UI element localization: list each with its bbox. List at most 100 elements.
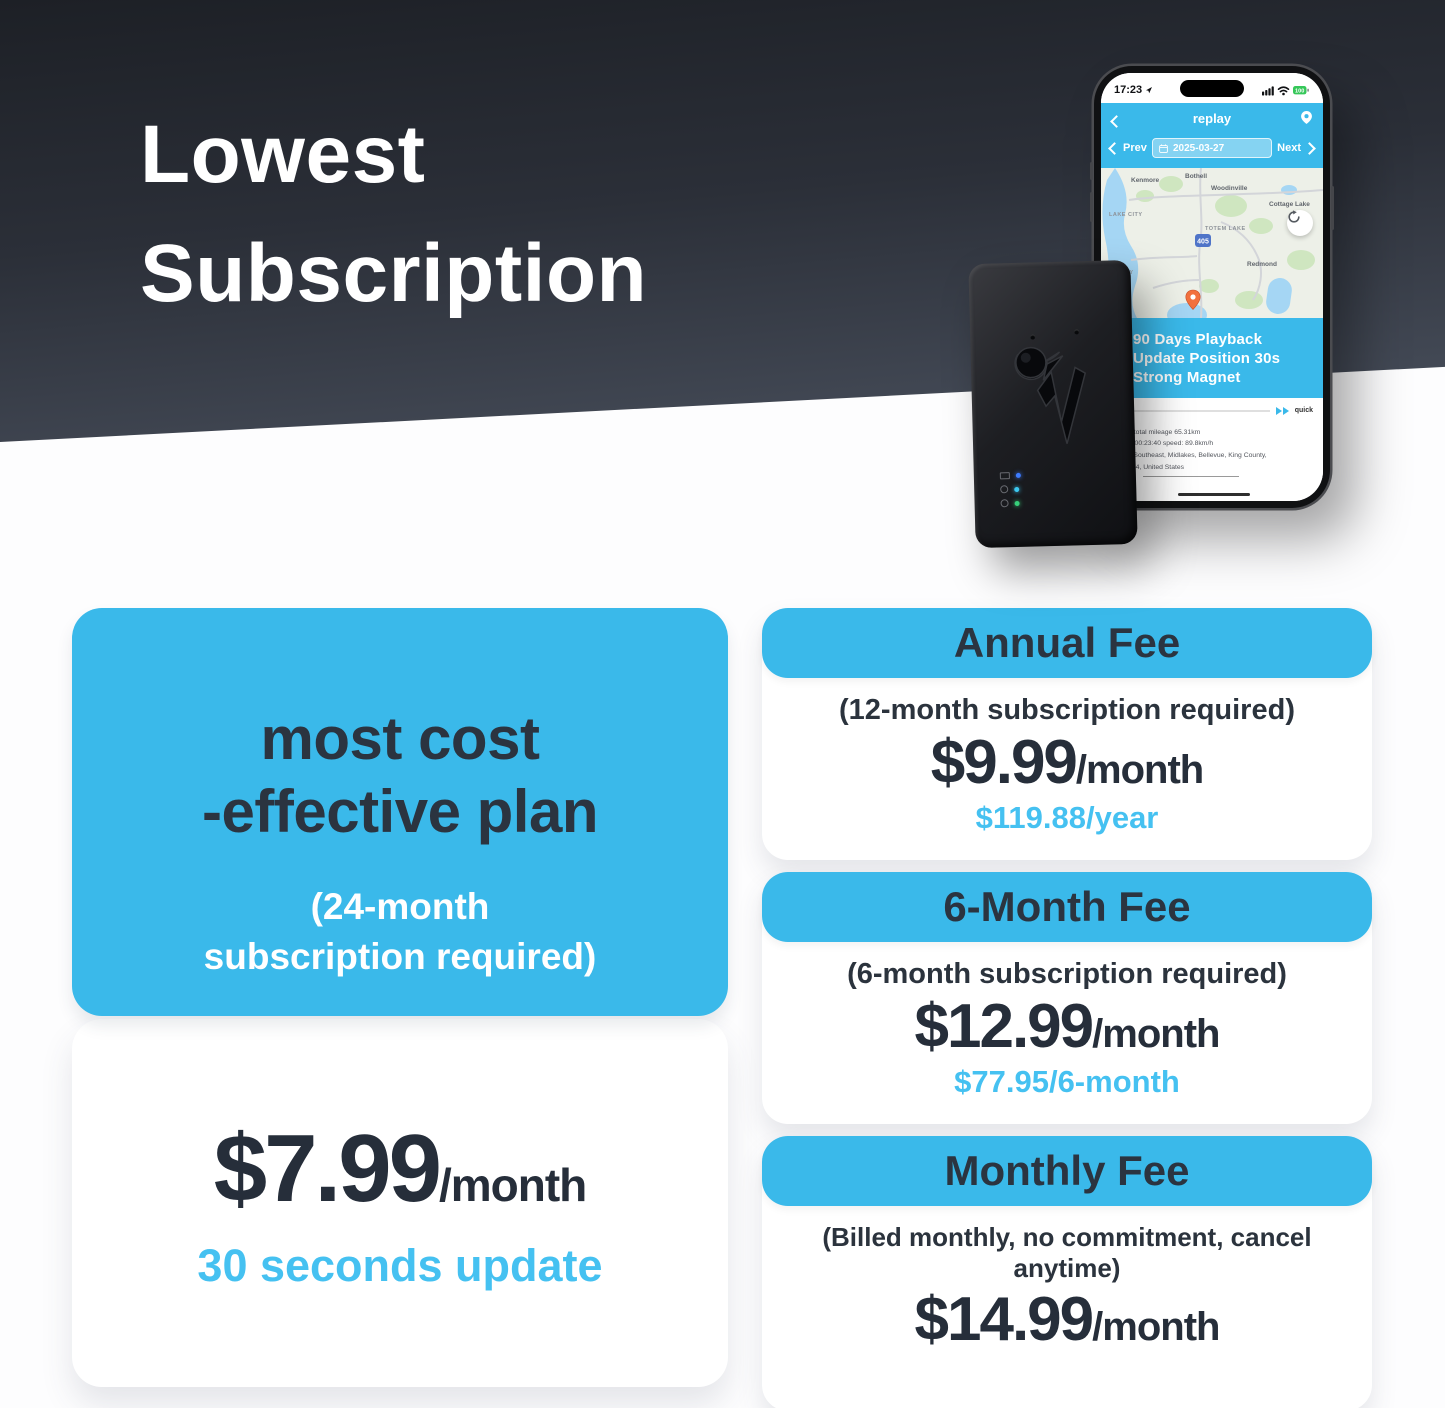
map-label-woodinville: Woodinville bbox=[1211, 185, 1248, 192]
map-view[interactable]: 405 Kenmore Bothell Woodinville Cottage … bbox=[1101, 168, 1323, 318]
featured-plan-price-suffix: /month bbox=[438, 1159, 587, 1211]
plan-card-annual: Annual Fee (12-month subscription requir… bbox=[762, 608, 1372, 860]
home-indicator bbox=[1178, 493, 1250, 496]
prev-button[interactable]: Prev bbox=[1108, 141, 1147, 155]
featured-plan-requirement-line-1: (24-month bbox=[310, 886, 490, 928]
trip-info-line-address-2: n, 98004, United States bbox=[1113, 464, 1185, 472]
next-chevron-icon bbox=[1303, 141, 1316, 155]
power-led bbox=[1014, 500, 1020, 506]
plan-card-list: Annual Fee (12-month subscription requir… bbox=[762, 608, 1372, 1408]
track-button[interactable] bbox=[1301, 111, 1312, 129]
featured-plan-requirement-line-2: subscription required) bbox=[203, 936, 597, 978]
featured-plan-price: $7.99 bbox=[213, 1115, 442, 1222]
gps-tracker-device bbox=[968, 259, 1138, 549]
location-arrow-icon bbox=[1146, 87, 1153, 94]
app-header: replay bbox=[1101, 103, 1323, 133]
plan-card-body: (Billed monthly, no commitment, cancel a… bbox=[762, 1206, 1372, 1408]
featured-plan-note: 30 seconds update bbox=[197, 1240, 603, 1291]
featured-plan-requirement: (24-month subscription required) bbox=[204, 882, 597, 982]
logo-highlight bbox=[1020, 352, 1031, 363]
fast-forward-icon bbox=[1275, 406, 1282, 415]
pricing-section: most cost -effective plan (24-month subs… bbox=[72, 608, 1372, 1408]
plan-card-header: Monthly Fee bbox=[762, 1136, 1372, 1206]
feature-item-magnet: Strong Magnet bbox=[1121, 368, 1289, 387]
map-label-redmond: Redmond bbox=[1247, 261, 1277, 268]
status-icons: 100 bbox=[1262, 86, 1309, 96]
featured-plan-title-line-2: -effective plan bbox=[202, 778, 598, 846]
trip-info-line-address-1: venue Southeast, Midlakes, Bellevue, Kin… bbox=[1113, 452, 1267, 460]
phone-volume-button bbox=[1090, 192, 1093, 222]
next-label: Next bbox=[1277, 142, 1301, 154]
battery-level: 100 bbox=[1295, 89, 1304, 95]
plan-price-row: $14.99 /month bbox=[914, 1284, 1221, 1355]
plan-requirement: (6-month subscription required) bbox=[847, 958, 1287, 990]
status-bar: 17:23 bbox=[1101, 73, 1323, 103]
plan-price-suffix: /month bbox=[1092, 1305, 1220, 1349]
fast-forward-button[interactable] bbox=[1275, 406, 1289, 415]
plan-requirement: (12-month subscription required) bbox=[839, 694, 1295, 726]
fast-forward-icon bbox=[1282, 406, 1289, 415]
plan-requirement: (Billed monthly, no commitment, cancel a… bbox=[822, 1222, 1312, 1283]
lake-sammamish-shape bbox=[1266, 278, 1292, 314]
playback-slider-track[interactable] bbox=[1125, 409, 1270, 412]
phone-mute-switch bbox=[1090, 162, 1093, 180]
plan-card-body: (12-month subscription required) $9.99 /… bbox=[762, 678, 1372, 860]
map-label-kenmore: Kenmore bbox=[1131, 177, 1160, 184]
plan-card-monthly: Monthly Fee (Billed monthly, no commitme… bbox=[762, 1136, 1372, 1408]
plan-card-6-month: 6-Month Fee (6-month subscription requir… bbox=[762, 872, 1372, 1124]
featured-plan-title-line-1: most cost bbox=[260, 705, 540, 772]
plan-price: $12.99 bbox=[914, 992, 1095, 1061]
feature-item-update: Update Position 30s bbox=[1121, 349, 1289, 368]
page-title-line-2: Subscription bbox=[140, 227, 648, 319]
plan-price-row: $12.99 /month bbox=[914, 991, 1221, 1062]
cottage-lake-shape bbox=[1281, 185, 1297, 195]
app-title: replay bbox=[1192, 110, 1232, 126]
plan-price: $9.99 bbox=[930, 728, 1078, 797]
trip-info-panel: 55719 total mileage 65.31km -03-27 00:23… bbox=[1101, 423, 1323, 501]
plan-price-suffix: /month bbox=[1075, 748, 1204, 792]
map-pin-icon bbox=[1301, 111, 1312, 124]
plan-price: $14.99 bbox=[914, 1285, 1095, 1354]
refresh-button[interactable] bbox=[1287, 210, 1313, 236]
plan-subnote: $119.88/year bbox=[975, 800, 1159, 835]
brand-logo-icon bbox=[1014, 346, 1087, 444]
page-title: Lowest Subscription bbox=[140, 96, 647, 334]
trip-info-line-speed: -03-27 00:23:40 speed: 89.8km/h bbox=[1113, 440, 1214, 448]
signal-led bbox=[1014, 486, 1020, 492]
feature-item-playback: 90 Days Playback bbox=[1121, 330, 1289, 349]
featured-plan-header: most cost -effective plan (24-month subs… bbox=[72, 608, 728, 1016]
signal-led-row bbox=[1000, 485, 1021, 494]
power-led-row bbox=[1000, 499, 1021, 508]
wifi-dot bbox=[1282, 92, 1285, 96]
bay-shape bbox=[1167, 303, 1207, 318]
plan-subnote: $77.95/6-month bbox=[954, 1064, 1180, 1099]
refresh-icon bbox=[1288, 210, 1300, 223]
map-label-cottage-lake: Cottage Lake bbox=[1269, 201, 1310, 208]
calendar-icon bbox=[1159, 143, 1168, 153]
quick-speed-label: quick bbox=[1294, 407, 1313, 415]
featured-plan-price-row: $7.99 /month bbox=[213, 1114, 588, 1224]
map-label-lake-city: LAKE CITY bbox=[1109, 212, 1143, 218]
map-canvas: 405 Kenmore Bothell Woodinville Cottage … bbox=[1101, 168, 1323, 318]
date-navigation-bar: Prev 2025-03-27 Next bbox=[1101, 133, 1323, 168]
next-button[interactable]: Next bbox=[1277, 141, 1316, 155]
date-field[interactable]: 2025-03-27 bbox=[1152, 138, 1272, 158]
battery-led bbox=[1015, 472, 1021, 478]
back-button[interactable] bbox=[1110, 113, 1123, 131]
prev-chevron-icon bbox=[1108, 141, 1121, 155]
dynamic-island bbox=[1180, 80, 1244, 97]
plan-card-body: (6-month subscription required) $12.99 /… bbox=[762, 942, 1372, 1124]
power-led-icon bbox=[1000, 499, 1009, 508]
featured-plan-title: most cost -effective plan bbox=[202, 702, 598, 848]
signal-led-icon bbox=[1000, 485, 1009, 494]
device-led-panel bbox=[999, 472, 1022, 508]
divider-line bbox=[1143, 476, 1239, 478]
route-405-shield: 405 bbox=[1195, 234, 1211, 247]
date-value: 2025-03-27 bbox=[1173, 142, 1225, 154]
park-areas bbox=[1136, 176, 1315, 309]
plan-card-header: 6-Month Fee bbox=[762, 872, 1372, 942]
featured-plan-body: $7.99 /month 30 seconds update bbox=[72, 1019, 728, 1387]
map-label-bothell: Bothell bbox=[1185, 173, 1207, 180]
feature-list: 90 Days Playback Update Position 30s Str… bbox=[1121, 330, 1289, 388]
